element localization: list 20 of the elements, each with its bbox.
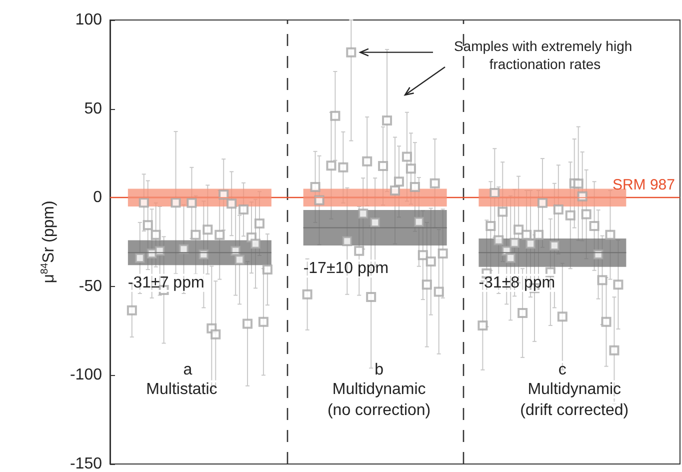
annotation: c — [558, 361, 566, 378]
y-tick-label: -100 — [70, 366, 102, 384]
ref-line-label: SRM 987 — [612, 176, 675, 194]
annotation: a — [183, 361, 192, 378]
annotation: Samples with extremely high fractionation rates — [454, 38, 636, 72]
annotation: b — [374, 361, 384, 378]
y-tick-label: 50 — [84, 100, 102, 118]
y-tick-label: -50 — [78, 278, 102, 295]
annotation: (drift corrected) — [520, 402, 629, 420]
annotation: (no correction) — [327, 402, 431, 420]
y-tick-label: -150 — [70, 456, 102, 472]
annotation: -31±7 ppm — [128, 274, 204, 292]
y-tick-label: 0 — [93, 189, 102, 206]
annotation: -31±8 ppm — [478, 274, 556, 292]
annotation: Multistatic — [146, 380, 218, 398]
y-tick-label: 100 — [75, 12, 102, 28]
annotation: Multidynamic — [332, 380, 426, 398]
annotation: -17±10 ppm — [303, 260, 389, 278]
y-axis-title: μ84Sr (ppm) — [40, 200, 58, 284]
annotation: Multidynamic — [528, 380, 622, 398]
